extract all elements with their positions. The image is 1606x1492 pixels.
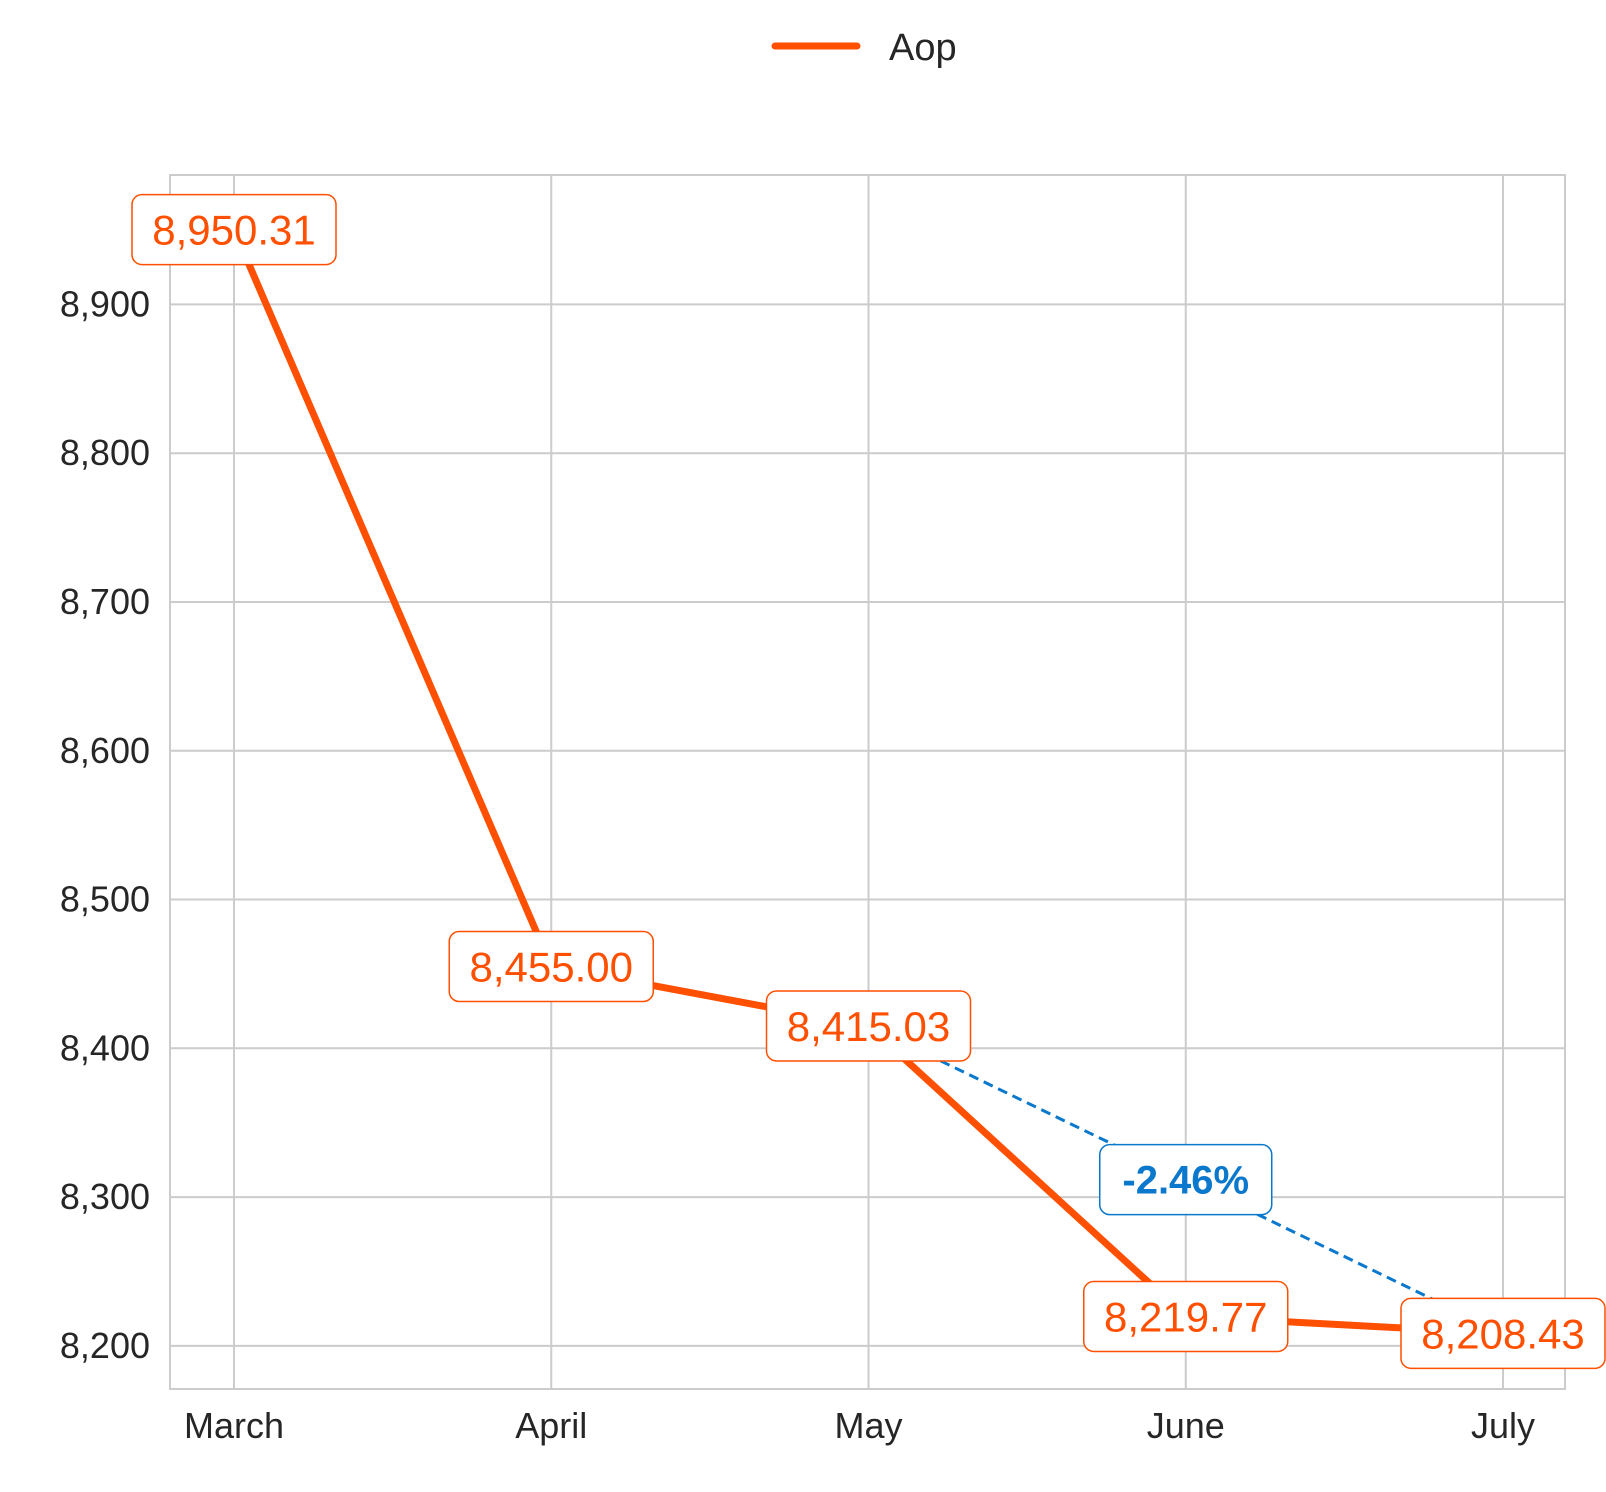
- data-label: 8,455.00: [470, 943, 634, 990]
- data-label: 8,208.43: [1421, 1310, 1585, 1357]
- y-tick-label: 8,400: [60, 1027, 150, 1068]
- y-tick-label: 8,600: [60, 730, 150, 771]
- data-label-box: [131, 193, 337, 266]
- y-axis: 8,200 8,300 8,400 8,500 8,600 8,700 8,800 8,900: [60, 283, 150, 1365]
- legend: Aop: [771, 27, 957, 69]
- y-tick-label: 8,800: [60, 432, 150, 473]
- x-tick-label: March: [184, 1405, 284, 1446]
- data-label-box: [765, 990, 972, 1062]
- percent-change-label: -2.46%: [1122, 1159, 1249, 1203]
- y-tick-label: 8,900: [60, 283, 150, 324]
- x-tick-label: July: [1471, 1405, 1535, 1446]
- percent-change-box: [1099, 1143, 1273, 1216]
- y-tick-label: 8,200: [60, 1325, 150, 1366]
- data-label-box: [1400, 1297, 1606, 1370]
- x-tick-label: June: [1147, 1405, 1225, 1446]
- x-tick-label: May: [834, 1405, 902, 1446]
- x-axis: March April May June July: [184, 1405, 1535, 1446]
- y-tick-label: 8,300: [60, 1176, 150, 1217]
- data-label: 8,219.77: [1104, 1293, 1268, 1340]
- y-tick-label: 8,700: [60, 581, 150, 622]
- data-label-box: [448, 930, 654, 1003]
- percent-change-annotation: -2.46%: [867, 1024, 1504, 1335]
- data-labels: 8,950.31 8,455.00 8,415.03 8,219.77 8,208.43: [131, 193, 1606, 1370]
- x-tick-label: April: [515, 1405, 587, 1446]
- data-label: 8,950.31: [152, 207, 316, 254]
- plot-frame: [169, 174, 1566, 1390]
- data-label-box: [1083, 1280, 1289, 1353]
- legend-label: Aop: [889, 27, 957, 69]
- y-tick-label: 8,500: [60, 879, 150, 920]
- grid: [170, 175, 1565, 1389]
- data-label: 8,415.03: [787, 1003, 951, 1050]
